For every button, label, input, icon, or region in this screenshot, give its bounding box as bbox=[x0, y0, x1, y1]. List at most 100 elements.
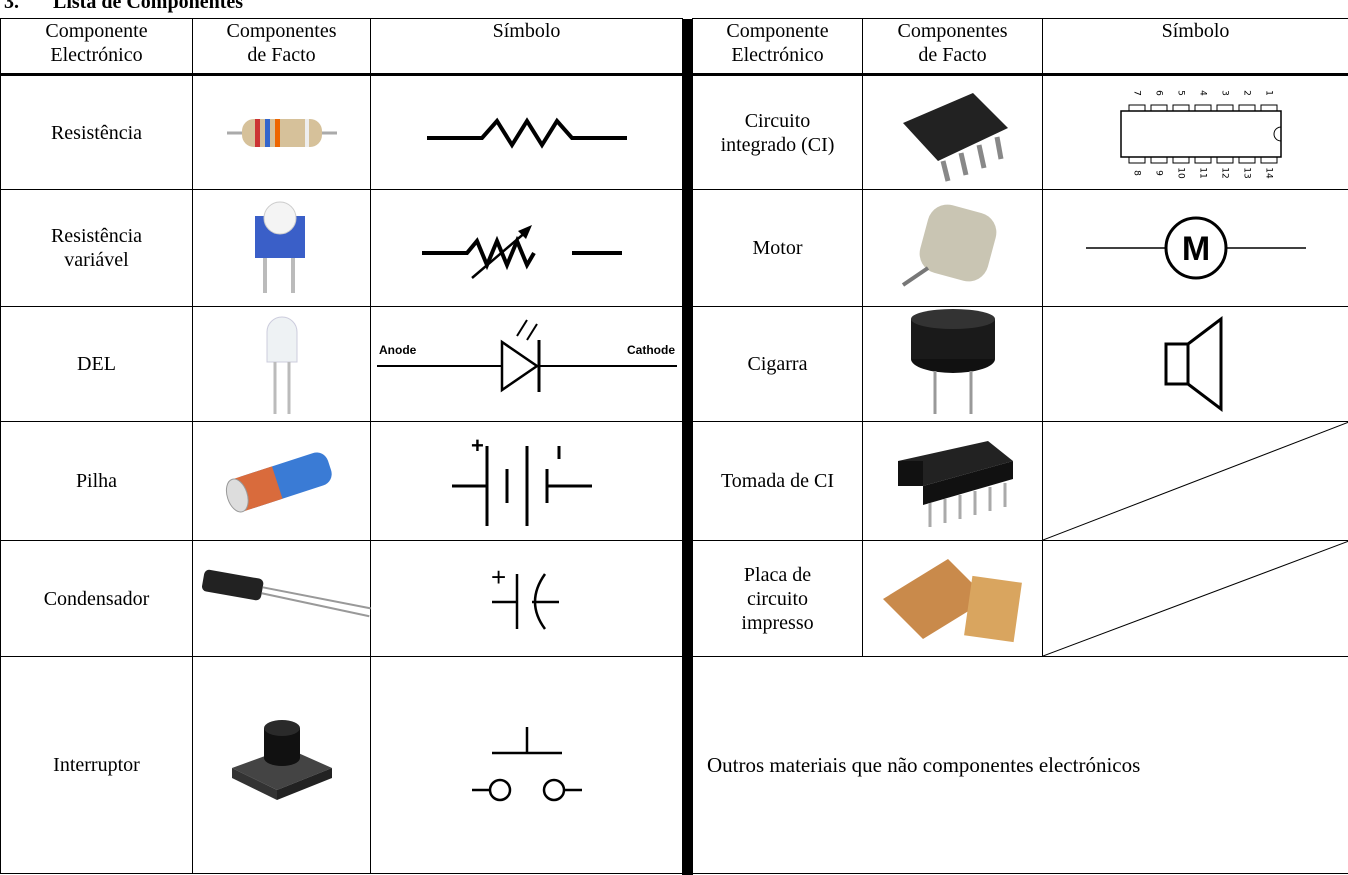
name-cell: Pilha bbox=[0, 421, 193, 541]
ic-pin-number: 10 bbox=[1175, 167, 1185, 179]
photo-cell bbox=[192, 306, 371, 422]
name-cell: Tomada de CI bbox=[692, 421, 863, 541]
cell-text: Interruptor bbox=[53, 754, 140, 776]
name-cell: DEL bbox=[0, 306, 193, 422]
empty-diagonal bbox=[1043, 422, 1348, 540]
cell-text: Resistência bbox=[50, 121, 143, 144]
battery-symbol: + bbox=[451, 433, 592, 526]
heading-title: Lista de Componentes bbox=[53, 0, 244, 13]
symbol-cell bbox=[1042, 421, 1348, 541]
cell-text: DEL bbox=[77, 353, 116, 375]
ic-pin-number: 6 bbox=[1153, 90, 1163, 96]
row: Pilha + Tomada de CI bbox=[0, 421, 1348, 541]
cell-text: Tomada de CI bbox=[720, 470, 834, 492]
photo-cell bbox=[192, 540, 371, 657]
cell-text: Pilha bbox=[75, 470, 118, 492]
symbol-cell bbox=[370, 656, 683, 874]
cell-text: Circuito bbox=[744, 109, 811, 132]
cell-text: Motor bbox=[752, 237, 803, 259]
header-cell: Componentes de Facto bbox=[192, 18, 371, 76]
ic-pin bbox=[1150, 156, 1167, 163]
ic-pin-number: 4 bbox=[1197, 90, 1207, 96]
photo-cell bbox=[192, 189, 371, 307]
cell-text: Electrónico bbox=[50, 44, 143, 66]
cell-text: integrado (CI) bbox=[720, 133, 835, 156]
ic-pin bbox=[1128, 104, 1145, 111]
symbol-cell: + bbox=[370, 421, 683, 541]
capacitor-plus: + bbox=[491, 564, 506, 592]
led-photo bbox=[266, 316, 297, 414]
cell-text: Resistência bbox=[50, 225, 143, 247]
name-cell: Interruptor bbox=[0, 656, 193, 874]
header-cell: Componente Electrónico bbox=[692, 18, 863, 76]
symbol-cell: + bbox=[370, 540, 683, 657]
symbol-cell: 7 6 5 4 3 2 1 8 9 10 11 12 13 14 bbox=[1042, 74, 1348, 190]
capacitor-symbol: + bbox=[491, 564, 559, 630]
row: Resistência variável Motor M bbox=[0, 189, 1348, 307]
cell-text: Símbolo bbox=[1161, 20, 1230, 42]
cell-text: Componente bbox=[45, 20, 148, 42]
ic-pin bbox=[1238, 156, 1255, 163]
name-cell: Placa de circuito impresso bbox=[692, 540, 863, 657]
heading-number: 3. bbox=[4, 0, 19, 13]
ic-pin-number: 14 bbox=[1263, 167, 1273, 179]
ic-pin bbox=[1238, 104, 1255, 111]
name-cell: Cigarra bbox=[692, 306, 863, 422]
name-cell: Resistência bbox=[0, 74, 193, 190]
motor-photo bbox=[901, 204, 996, 287]
name-cell: Condensador bbox=[0, 540, 193, 657]
ic-pin bbox=[1194, 104, 1211, 111]
photo-cell bbox=[192, 656, 371, 874]
photo-cell bbox=[862, 421, 1043, 541]
battery-photo bbox=[225, 452, 332, 513]
symbol-cell bbox=[370, 189, 683, 307]
note-cell: Outros materiais que não componentes ele… bbox=[692, 656, 1348, 874]
buzzer-symbol bbox=[1164, 315, 1222, 413]
header-cell: Símbolo bbox=[1042, 18, 1348, 76]
ic-pin-number: 12 bbox=[1219, 167, 1229, 178]
cell-text: Símbolo bbox=[492, 20, 561, 42]
ic-pin-number: 5 bbox=[1175, 90, 1185, 96]
trimmer-photo bbox=[254, 201, 305, 293]
symbol-cell: M bbox=[1042, 189, 1348, 307]
led-symbol: Anode Cathode bbox=[376, 319, 677, 393]
cell-text: variável bbox=[64, 249, 129, 271]
ic-pin bbox=[1172, 156, 1189, 163]
cell-text: Electrónico bbox=[731, 44, 824, 66]
cell-text: de Facto bbox=[918, 44, 987, 66]
name-cell: Motor bbox=[692, 189, 863, 307]
ic-pin bbox=[1194, 156, 1211, 163]
cell-text: Cigarra bbox=[747, 353, 808, 375]
ic-socket-photo bbox=[897, 441, 1013, 527]
motor-letter: M bbox=[1181, 230, 1209, 268]
cell-text: de Facto bbox=[247, 44, 316, 66]
cell-text: Componente bbox=[726, 20, 829, 42]
ic-pin-number: 7 bbox=[1131, 90, 1141, 96]
photo-cell bbox=[862, 306, 1043, 422]
buzzer-photo bbox=[910, 309, 995, 414]
cathode-label: Cathode bbox=[627, 343, 675, 357]
symbol-cell bbox=[1042, 540, 1348, 657]
row: Resistência Circuito integrado (CI) 7 6 5 4 3… bbox=[0, 74, 1348, 190]
ic-pin bbox=[1260, 156, 1277, 163]
symbol-cell bbox=[370, 74, 683, 190]
ic-pin bbox=[1128, 156, 1145, 163]
variable-resistor-symbol bbox=[421, 225, 622, 279]
ic-photo bbox=[902, 92, 1008, 182]
ic-symbol: 7 6 5 4 3 2 1 8 9 10 11 12 13 14 bbox=[1119, 90, 1282, 179]
symbol-cell: Anode Cathode bbox=[370, 306, 683, 422]
header-cell: Símbolo bbox=[370, 18, 683, 76]
photo-cell bbox=[862, 189, 1043, 307]
switch-photo bbox=[231, 719, 332, 800]
photo-cell bbox=[862, 74, 1043, 190]
ic-pin-number: 13 bbox=[1241, 167, 1251, 178]
motor-symbol: M bbox=[1085, 216, 1306, 280]
cell-text: Condensador bbox=[43, 587, 150, 610]
note: Outros materiais que não componentes ele… bbox=[707, 753, 1141, 777]
row: DEL Anode Cathode Cigarra bbox=[0, 306, 1348, 422]
symbol-cell bbox=[1042, 306, 1348, 422]
cell-text: Placa de bbox=[743, 563, 812, 586]
anode-label: Anode bbox=[379, 343, 417, 357]
ic-pin bbox=[1260, 104, 1277, 111]
